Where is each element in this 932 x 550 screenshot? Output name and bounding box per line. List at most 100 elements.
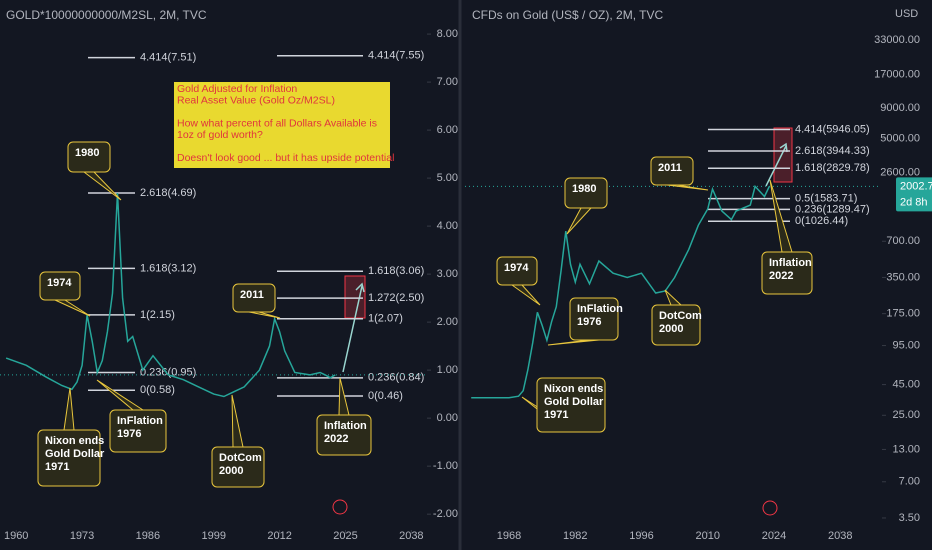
price-line bbox=[471, 184, 770, 399]
currency-label: USD bbox=[895, 8, 918, 20]
callout-box bbox=[109, 409, 167, 453]
callout-text: 1974 bbox=[47, 277, 72, 289]
y-tick-label: 350.00 bbox=[886, 271, 920, 283]
fib-label: 0.236(0.84) bbox=[368, 372, 424, 384]
callout-pointer bbox=[338, 377, 350, 416]
callout-box bbox=[651, 304, 701, 346]
price-line bbox=[5, 192, 336, 398]
callout-pointer bbox=[511, 284, 541, 306]
callout-box bbox=[496, 256, 538, 286]
callout-box bbox=[761, 251, 813, 295]
x-tick-label: 1986 bbox=[136, 530, 160, 542]
fib-label: 1(2.07) bbox=[368, 313, 403, 325]
callout-pointer bbox=[83, 171, 122, 201]
fib-label: 0(0.58) bbox=[140, 384, 175, 396]
fib-label: 4.414(7.55) bbox=[368, 50, 424, 62]
callout-text: 2000 bbox=[659, 323, 683, 335]
fib-label: 4.414(7.51) bbox=[140, 52, 196, 64]
y-tick-label: 95.00 bbox=[892, 339, 920, 351]
y-tick-label: 9000.00 bbox=[880, 102, 920, 114]
callout-text: 1976 bbox=[117, 428, 141, 440]
callout-box bbox=[650, 156, 694, 186]
callout-pointer bbox=[664, 289, 682, 306]
x-tick-label: 2012 bbox=[267, 530, 291, 542]
y-tick-label: 25.00 bbox=[892, 409, 920, 421]
fib-label: 0.236(1289.47) bbox=[795, 203, 870, 215]
callout-text: Gold Dollar bbox=[544, 396, 604, 408]
y-tick-label: -1.00 bbox=[433, 460, 458, 472]
price-tag-label: 2002.72 bbox=[900, 180, 932, 192]
y-tick-label: 8.00 bbox=[437, 28, 458, 40]
y-tick-label: 3.00 bbox=[437, 268, 458, 280]
fib-label: 2.618(3944.33) bbox=[795, 145, 870, 157]
callout-text: Inflation bbox=[324, 420, 367, 432]
y-tick-label: 2.00 bbox=[437, 316, 458, 328]
callout-box bbox=[536, 377, 606, 433]
fib-label: 1.618(3.06) bbox=[368, 265, 424, 277]
y-tick-label: 0.00 bbox=[437, 412, 458, 424]
x-tick-label: 1968 bbox=[497, 530, 521, 542]
fib-label: 1.618(3.12) bbox=[140, 262, 196, 274]
callout-box bbox=[37, 429, 101, 487]
x-tick-label: 2038 bbox=[399, 530, 423, 542]
callout-pointer bbox=[547, 339, 600, 346]
x-tick-label: 2025 bbox=[333, 530, 357, 542]
note-text: 1oz of gold worth? bbox=[177, 129, 263, 141]
callout-text: 2022 bbox=[324, 433, 348, 445]
callout-text: 1980 bbox=[572, 183, 596, 195]
logo-icon bbox=[332, 499, 348, 515]
chart-title: GOLD*10000000000/M2SL, 2M, TVC bbox=[6, 8, 207, 22]
note-text: How what percent of all Dollars Availabl… bbox=[177, 117, 377, 129]
callout-text: DotCom bbox=[219, 452, 262, 464]
callout-text: DotCom bbox=[659, 310, 702, 322]
y-tick-label: 4.00 bbox=[437, 220, 458, 232]
y-tick-label: 13.00 bbox=[892, 443, 920, 455]
fib-label: 1(2.15) bbox=[140, 309, 175, 321]
fib-label: 0.5(1583.71) bbox=[795, 193, 857, 205]
x-tick-label: 1973 bbox=[70, 530, 94, 542]
y-tick-label: 3.50 bbox=[899, 512, 920, 524]
x-tick-label: 2010 bbox=[696, 530, 720, 542]
callout-box bbox=[67, 141, 111, 173]
y-tick-label: 1.00 bbox=[437, 364, 458, 376]
callout-pointer bbox=[231, 394, 244, 448]
callout-text: InFlation bbox=[117, 415, 163, 427]
x-tick-label: 1996 bbox=[629, 530, 653, 542]
x-tick-label: 2038 bbox=[828, 530, 852, 542]
callout-box bbox=[232, 283, 276, 313]
callout-text: Inflation bbox=[769, 257, 812, 269]
callout-text: Nixon ends bbox=[544, 383, 603, 395]
y-tick-label: -2.00 bbox=[433, 508, 458, 520]
callout-pointer bbox=[54, 299, 91, 317]
callout-pointer bbox=[566, 207, 592, 235]
note-text: Real Asset Value (Gold Oz/M2SL) bbox=[177, 94, 335, 106]
callout-text: 1976 bbox=[577, 316, 601, 328]
x-tick-label: 1999 bbox=[202, 530, 226, 542]
y-tick-label: 6.00 bbox=[437, 124, 458, 136]
callout-pointer bbox=[248, 311, 281, 319]
y-tick-label: 5000.00 bbox=[880, 132, 920, 144]
chart-title: CFDs on Gold (US$ / OZ), 2M, TVC bbox=[472, 8, 663, 22]
y-tick-label: 5.00 bbox=[437, 172, 458, 184]
callout-box bbox=[39, 271, 81, 301]
y-tick-label: 7.00 bbox=[899, 476, 920, 488]
price-tag bbox=[896, 177, 932, 212]
fib-label: 0(1026.44) bbox=[795, 215, 848, 227]
fib-label: 1.272(2.50) bbox=[368, 292, 424, 304]
projection-arrow bbox=[765, 142, 788, 187]
callout-pointer bbox=[63, 387, 75, 431]
callout-text: Nixon ends bbox=[45, 435, 104, 447]
callout-text: 1971 bbox=[45, 461, 69, 473]
fib-label: 0.236(0.95) bbox=[140, 366, 196, 378]
callout-text: 2011 bbox=[658, 162, 682, 174]
target-box bbox=[773, 127, 793, 183]
callout-text: 1980 bbox=[75, 147, 99, 159]
target-box bbox=[344, 275, 366, 319]
callout-pointer bbox=[666, 184, 709, 191]
fib-label: 2.618(4.69) bbox=[140, 187, 196, 199]
fib-label: 1.618(2829.78) bbox=[795, 162, 870, 174]
y-tick-label: 17000.00 bbox=[874, 69, 920, 81]
y-tick-label: 7.00 bbox=[437, 76, 458, 88]
note-box bbox=[174, 82, 390, 168]
note-text: Doesn't look good ... but it has upside … bbox=[177, 152, 394, 164]
